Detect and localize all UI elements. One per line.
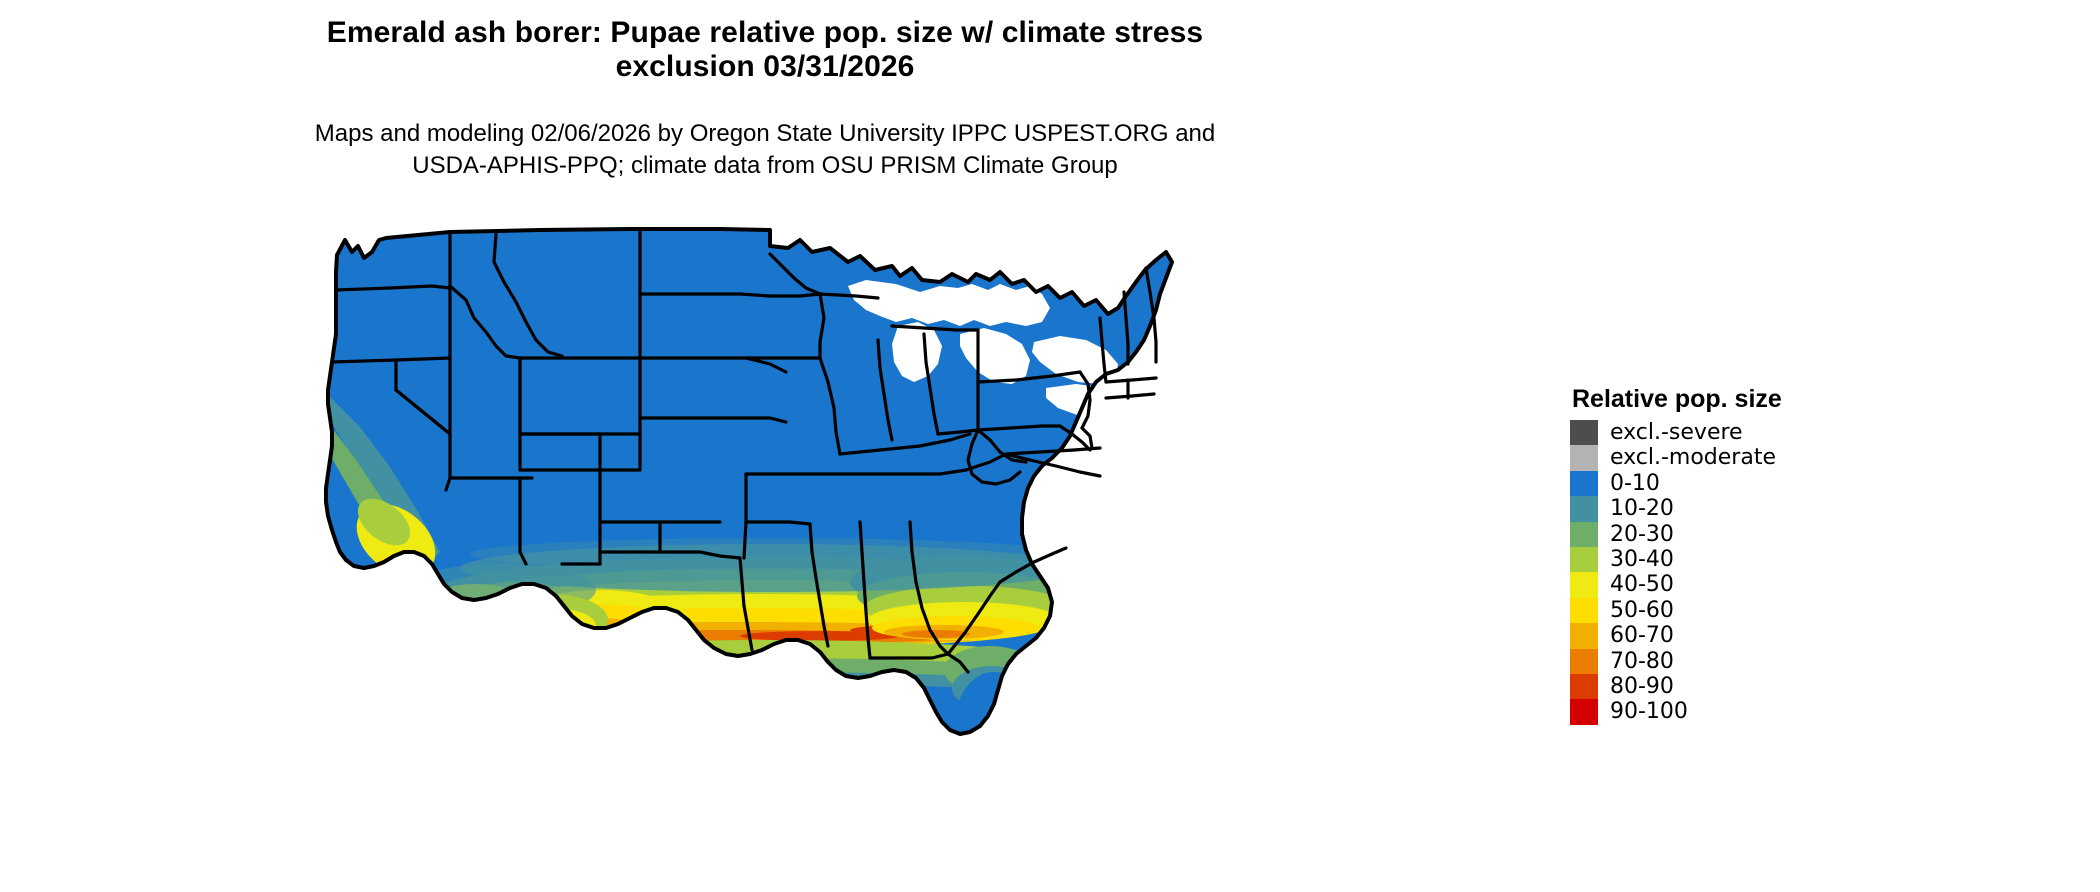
legend-item[interactable]: 80-90 — [1570, 673, 1890, 700]
legend-item[interactable]: 0-10 — [1570, 470, 1890, 497]
legend-item[interactable]: 60-70 — [1570, 623, 1890, 649]
legend-item-label: 40-50 — [1610, 572, 1674, 598]
legend-item[interactable]: 70-80 — [1570, 648, 1890, 674]
midsouth-transition — [460, 538, 1080, 592]
legend-item-label: 70-80 — [1610, 648, 1674, 674]
legend-color-swatch — [1570, 673, 1598, 700]
legend-color-swatch — [1570, 546, 1598, 573]
us-map-svg — [324, 227, 1174, 736]
page-title: Emerald ash borer: Pupae relative pop. s… — [0, 16, 1530, 84]
map-legend: Relative pop. size excl.-severe excl.-mod… — [1570, 385, 1890, 725]
legend-item[interactable]: 10-20 — [1570, 496, 1890, 522]
legend-color-swatch — [1570, 572, 1598, 598]
legend-color-swatch — [1570, 521, 1598, 547]
legend-item-label: 50-60 — [1610, 597, 1674, 623]
south-texas-gradient — [490, 644, 710, 734]
legend-item-label: 10-20 — [1610, 496, 1674, 522]
subtitle-line-1: Maps and modeling 02/06/2026 by Oregon S… — [314, 120, 1216, 147]
legend-color-swatch — [1570, 623, 1598, 649]
subtitle-line-2: USDA-APHIS-PPQ; climate data from OSU PR… — [412, 152, 1118, 179]
legend-item[interactable]: 90-100 — [1570, 699, 1890, 725]
legend-item[interactable]: excl.-severe — [1570, 420, 1890, 446]
title-line-2: exclusion 03/31/2026 — [615, 50, 915, 83]
legend-color-swatch — [1570, 597, 1598, 624]
legend-item[interactable]: 40-50 — [1570, 572, 1890, 598]
state-borders-layer — [324, 227, 1174, 736]
legend-color-swatch — [1570, 470, 1598, 497]
legend-rows: excl.-severe excl.-moderate 0-10 10-20 20-30… — [1570, 420, 1890, 725]
legend-item[interactable]: 20-30 — [1570, 521, 1890, 547]
legend-color-swatch — [1570, 496, 1598, 522]
legend-item[interactable]: 30-40 — [1570, 546, 1890, 573]
choropleth-map — [300, 222, 1200, 882]
legend-item-label: 0-10 — [1610, 470, 1660, 496]
legend-item-label: 30-40 — [1610, 546, 1674, 572]
legend-item-label: 60-70 — [1610, 623, 1674, 649]
water-and-outside-mask — [848, 280, 1138, 420]
legend-item[interactable]: excl.-moderate — [1570, 445, 1890, 471]
legend-item-label: 20-30 — [1610, 521, 1674, 547]
legend-item-label: 90-100 — [1610, 699, 1688, 725]
legend-item-label: excl.-severe — [1610, 420, 1743, 445]
legend-title: Relative pop. size — [1572, 385, 1782, 413]
legend-item[interactable]: 50-60 — [1570, 597, 1890, 624]
legend-item-label: 80-90 — [1610, 673, 1674, 699]
legend-color-swatch — [1570, 648, 1598, 674]
legend-item-label: excl.-moderate — [1610, 445, 1776, 471]
map-raster-layer — [326, 229, 1172, 734]
legend-color-swatch — [1570, 445, 1598, 471]
legend-color-swatch — [1570, 420, 1598, 446]
page-subtitle: Maps and modeling 02/06/2026 by Oregon S… — [0, 118, 1530, 182]
title-line-1: Emerald ash borer: Pupae relative pop. s… — [326, 16, 1204, 49]
legend-color-swatch — [1570, 699, 1598, 725]
